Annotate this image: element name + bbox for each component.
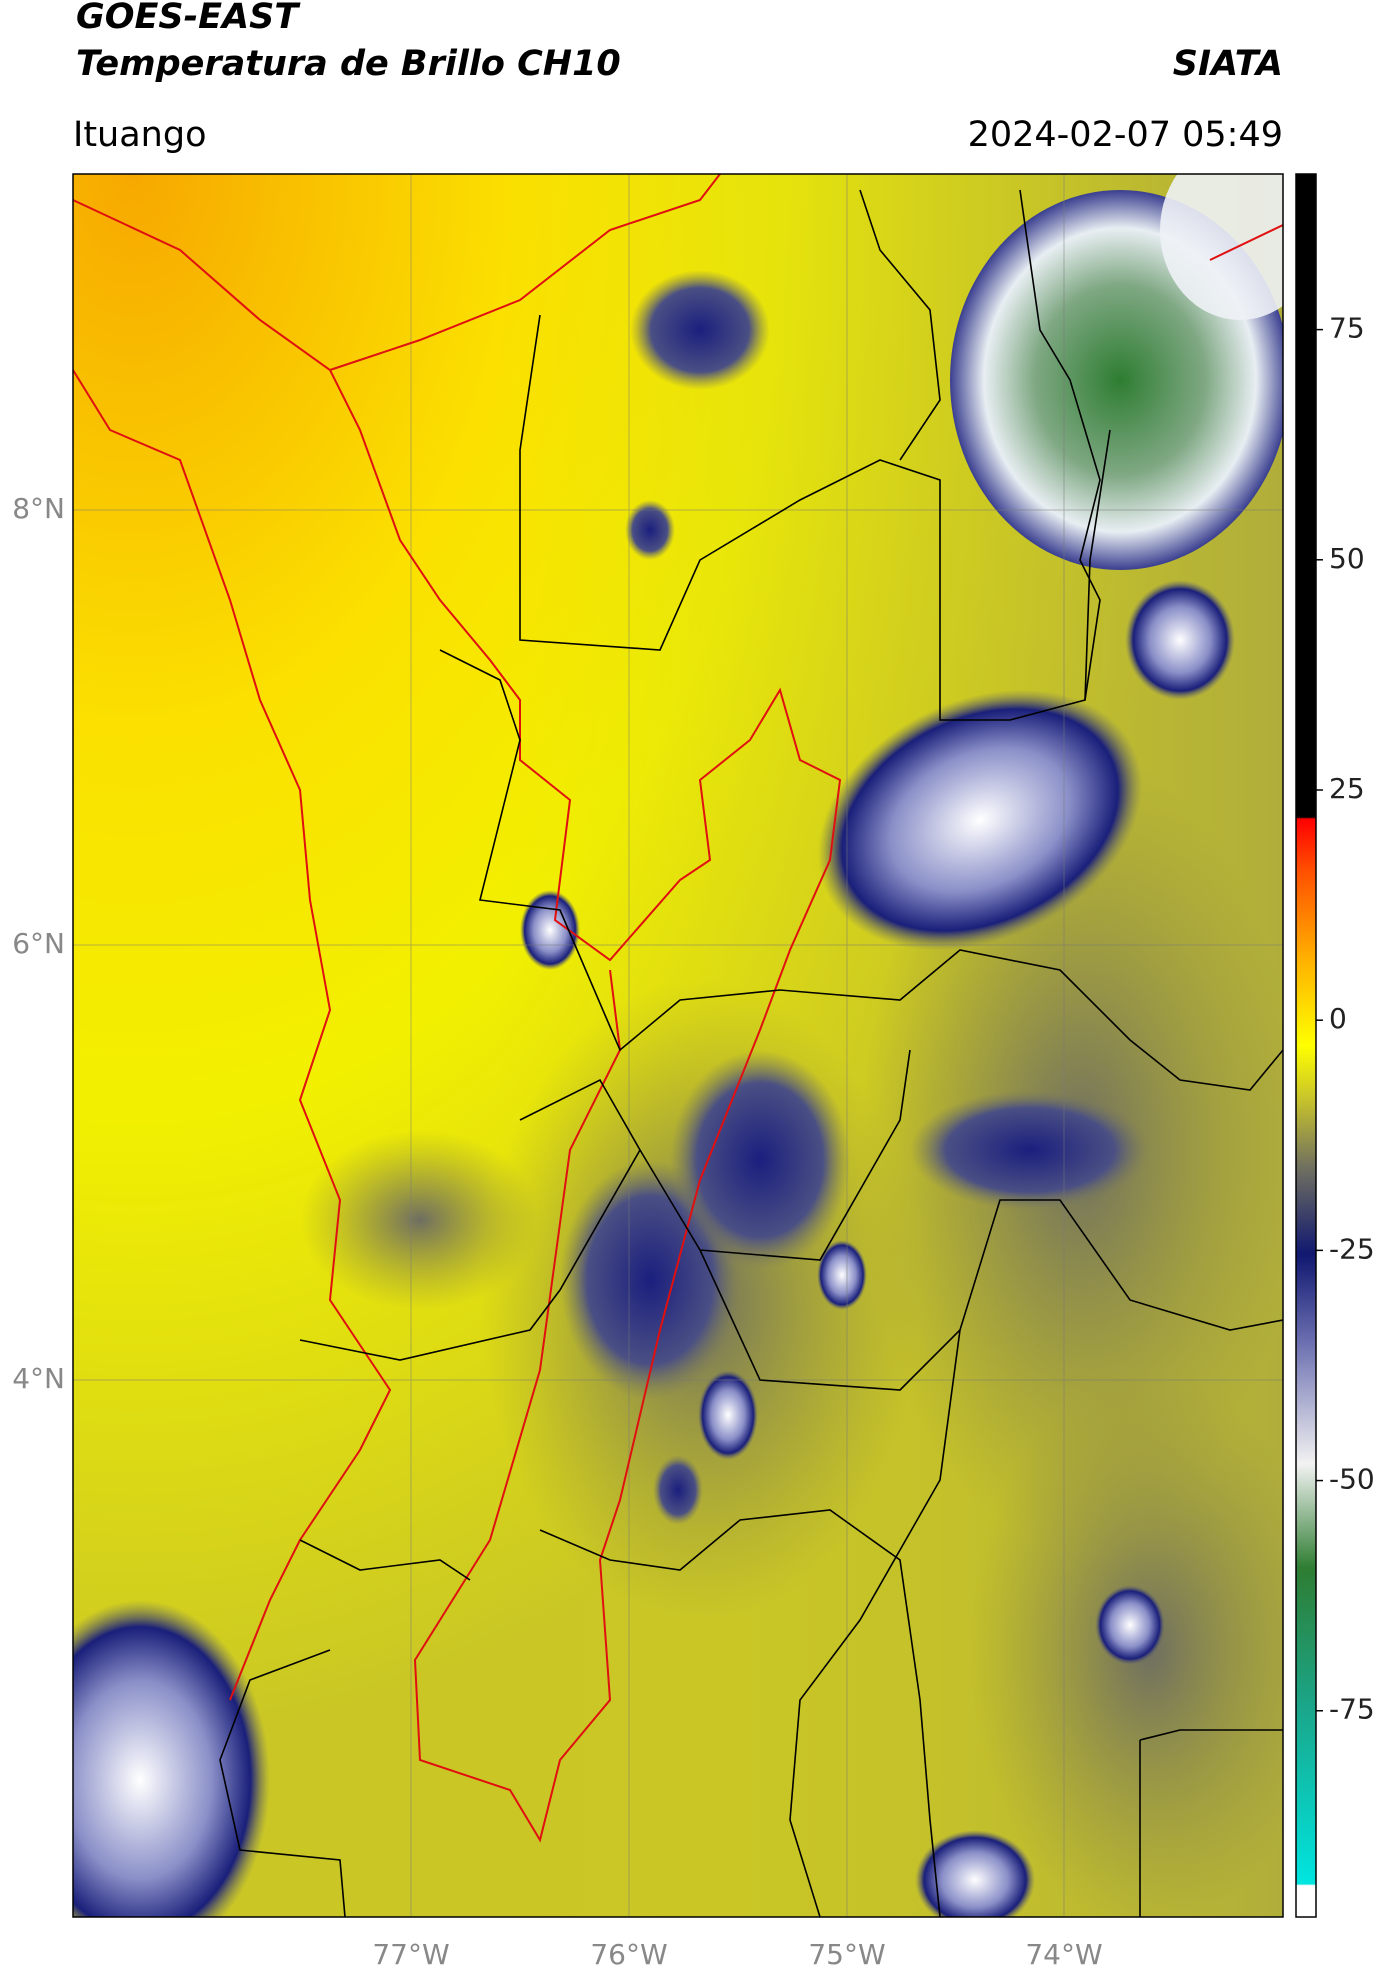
title-line1: GOES-EAST (76, 0, 301, 37)
lat-label: 4°N (12, 1362, 65, 1395)
colorbar-tick-label: 25 (1329, 772, 1365, 805)
colorbar-tick-label: 75 (1329, 312, 1365, 345)
colorbar (1295, 173, 1317, 1918)
location: Ituango (73, 115, 207, 155)
lat-label: 8°N (12, 492, 65, 525)
colorbar-ticks: 75 50 25 0 -25 -50 -75 (1316, 312, 1375, 1726)
colorbar-tick-label: 50 (1329, 542, 1365, 575)
map (73, 174, 1283, 1917)
colorbar-tick-label: 0 (1329, 1002, 1347, 1035)
lon-label: 77°W (372, 1938, 449, 1971)
datetime: 2024-02-07 05:49 (968, 115, 1283, 155)
map-frame (72, 173, 1284, 1918)
lon-label: 76°W (590, 1938, 667, 1971)
lon-label: 74°W (1025, 1938, 1102, 1971)
lat-label: 6°N (12, 927, 65, 960)
lon-label: 75°W (808, 1938, 885, 1971)
colorbar-tick-label: -75 (1329, 1693, 1375, 1726)
title-line2: Temperatura de Brillo CH10 (76, 44, 621, 84)
colorbar-tick-label: -50 (1329, 1463, 1375, 1496)
colorbar-tick-label: -25 (1329, 1232, 1375, 1265)
brand: SIATA (1173, 44, 1283, 84)
